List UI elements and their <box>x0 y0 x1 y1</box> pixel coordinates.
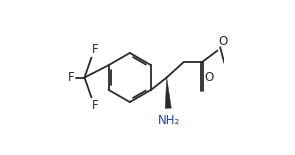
Text: F: F <box>92 99 99 112</box>
Text: F: F <box>68 71 75 84</box>
Text: F: F <box>92 43 99 56</box>
Polygon shape <box>165 78 171 108</box>
Text: O: O <box>218 35 227 48</box>
Text: NH₂: NH₂ <box>158 114 180 127</box>
Text: O: O <box>204 71 214 84</box>
